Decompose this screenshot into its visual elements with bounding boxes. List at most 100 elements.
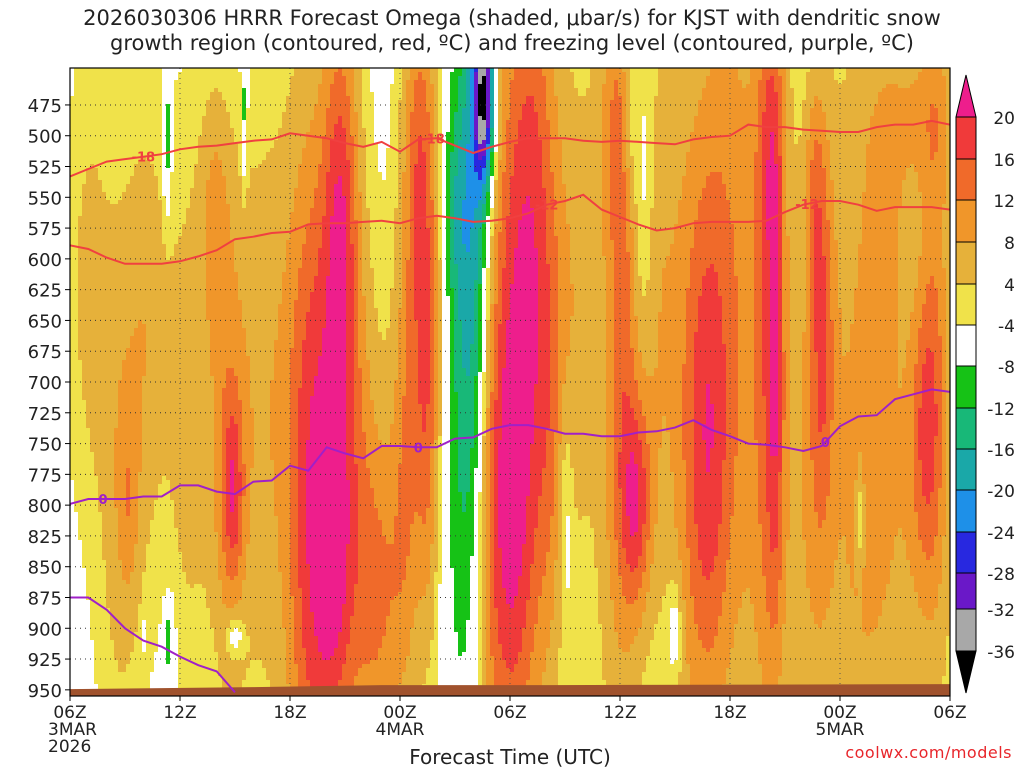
omega-cell bbox=[70, 352, 78, 356]
omega-cell bbox=[698, 304, 722, 308]
omega-cell bbox=[506, 360, 538, 364]
omega-cell bbox=[778, 260, 782, 264]
omega-cell bbox=[834, 220, 862, 224]
omega-cell bbox=[738, 308, 754, 312]
omega-cell bbox=[466, 196, 482, 200]
omega-cell bbox=[806, 284, 810, 288]
omega-cell bbox=[478, 272, 482, 276]
omega-cell bbox=[942, 344, 946, 348]
omega-cell bbox=[446, 248, 450, 252]
omega-cell bbox=[814, 340, 826, 344]
omega-cell bbox=[346, 356, 354, 360]
omega-cell bbox=[946, 392, 950, 396]
omega-cell bbox=[318, 256, 330, 260]
omega-cell bbox=[922, 376, 934, 380]
omega-cell bbox=[826, 192, 834, 196]
omega-cell bbox=[786, 360, 790, 364]
omega-cell bbox=[858, 252, 898, 256]
omega-cell bbox=[694, 376, 726, 380]
omega-cell bbox=[490, 300, 494, 304]
omega-cell bbox=[454, 384, 474, 388]
omega-cell bbox=[758, 84, 766, 88]
omega-cell bbox=[602, 84, 614, 88]
omega-cell bbox=[826, 356, 834, 360]
omega-cell bbox=[238, 156, 242, 160]
omega-cell bbox=[626, 220, 630, 224]
omega-cell bbox=[486, 168, 490, 172]
omega-cell bbox=[806, 160, 810, 164]
omega-cell bbox=[362, 392, 370, 396]
omega-cell bbox=[826, 184, 834, 188]
omega-cell bbox=[346, 84, 354, 88]
omega-cell bbox=[486, 148, 490, 152]
omega-cell bbox=[614, 304, 630, 308]
omega-cell bbox=[462, 132, 470, 136]
omega-cell bbox=[438, 236, 442, 240]
omega-cell bbox=[486, 80, 490, 84]
omega-cell bbox=[538, 324, 550, 328]
omega-cell bbox=[466, 172, 478, 176]
omega-cell bbox=[378, 328, 386, 332]
omega-cell bbox=[466, 168, 474, 172]
omega-cell bbox=[870, 120, 926, 124]
omega-cell bbox=[482, 248, 486, 252]
omega-cell bbox=[534, 236, 546, 240]
omega-cell bbox=[762, 120, 778, 124]
omega-cell bbox=[694, 120, 758, 124]
omega-cell bbox=[486, 372, 490, 376]
omega-cell bbox=[314, 392, 346, 396]
omega-cell bbox=[938, 328, 946, 332]
omega-cell bbox=[786, 140, 794, 144]
omega-cell bbox=[366, 176, 382, 180]
omega-cell bbox=[842, 336, 850, 340]
omega-cell bbox=[942, 232, 950, 236]
omega-cell bbox=[310, 308, 326, 312]
omega-cell bbox=[310, 300, 326, 304]
omega-cell bbox=[290, 356, 302, 360]
omega-cell bbox=[462, 340, 474, 344]
omega-cell bbox=[782, 284, 790, 288]
omega-cell bbox=[830, 236, 834, 240]
omega-cell bbox=[346, 236, 350, 240]
omega-cell bbox=[414, 316, 430, 320]
omega-cell bbox=[490, 244, 494, 248]
omega-cell bbox=[838, 80, 842, 84]
omega-cell bbox=[358, 116, 362, 120]
omega-cell bbox=[350, 228, 358, 232]
omega-cell bbox=[70, 180, 86, 184]
omega-cell bbox=[614, 92, 618, 96]
omega-cell bbox=[754, 360, 762, 364]
omega-cell bbox=[330, 96, 350, 100]
omega-cell bbox=[354, 384, 362, 388]
omega-cell bbox=[350, 116, 358, 120]
omega-cell bbox=[626, 152, 630, 156]
omega-cell bbox=[430, 300, 434, 304]
omega-cell bbox=[450, 156, 458, 160]
omega-cell bbox=[402, 268, 406, 272]
omega-cell bbox=[922, 308, 938, 312]
omega-cell bbox=[490, 312, 494, 316]
omega-cell bbox=[778, 192, 782, 196]
omega-cell bbox=[78, 244, 166, 248]
omega-cell bbox=[450, 212, 454, 216]
omega-cell bbox=[438, 360, 442, 364]
omega-cell bbox=[398, 312, 406, 316]
omega-cell bbox=[810, 296, 814, 300]
omega-cell bbox=[502, 76, 514, 80]
omega-cell bbox=[70, 384, 82, 388]
omega-cell bbox=[358, 152, 366, 156]
omega-cell bbox=[782, 100, 786, 104]
omega-cell bbox=[586, 88, 602, 92]
omega-cell bbox=[242, 196, 246, 200]
omega-cell bbox=[826, 116, 870, 120]
omega-cell bbox=[342, 184, 350, 188]
omega-cell bbox=[498, 356, 506, 360]
omega-cell bbox=[682, 384, 694, 388]
omega-cell bbox=[626, 164, 634, 168]
omega-cell bbox=[498, 160, 506, 164]
omega-cell bbox=[394, 252, 402, 256]
omega-cell bbox=[366, 144, 378, 148]
omega-cell bbox=[74, 88, 162, 92]
omega-cell bbox=[174, 140, 198, 144]
omega-cell bbox=[466, 88, 470, 92]
